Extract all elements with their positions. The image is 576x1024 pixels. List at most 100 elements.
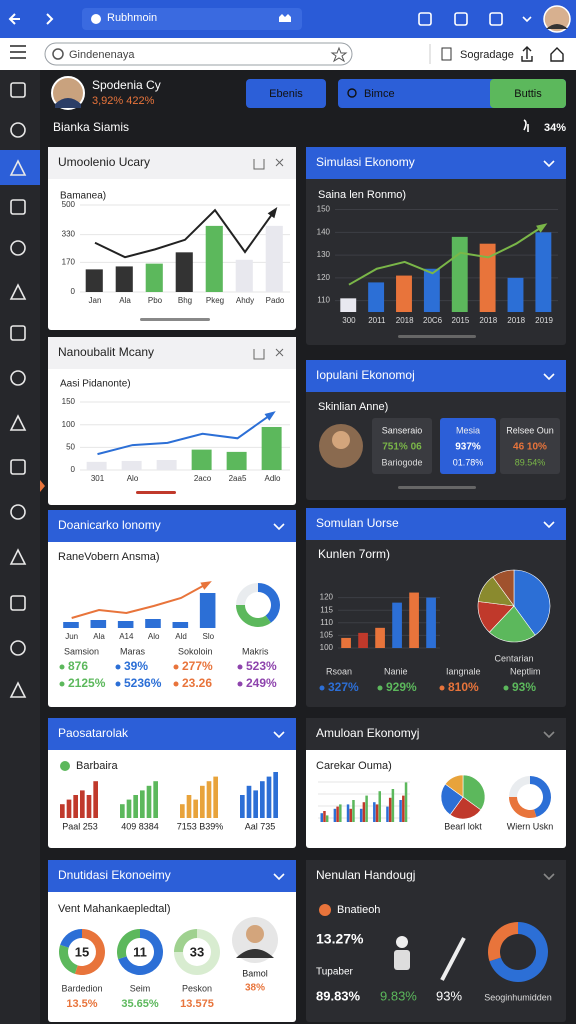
y-tick-label: 100	[62, 420, 76, 429]
stat-change: 23.26	[182, 676, 212, 690]
stat-value: 810%	[448, 680, 479, 694]
pie-slice	[440, 783, 464, 816]
metric-value: 13.27%	[316, 931, 364, 947]
sidebar-icon[interactable]	[10, 595, 26, 611]
card-collapse[interactable]	[543, 373, 555, 381]
profile-sync-icon[interactable]	[489, 12, 503, 26]
stat-value: 93%	[512, 680, 536, 694]
bar	[375, 804, 379, 822]
bookmark-star[interactable]	[330, 46, 348, 63]
x-tick-label: Ald	[175, 632, 187, 641]
sidebar-icon[interactable]	[10, 325, 26, 341]
y-tick-label: 50	[66, 442, 75, 451]
sidebar-icon[interactable]	[9, 548, 27, 565]
bookmark-label[interactable]: Sogradage	[460, 49, 514, 61]
bar	[320, 813, 323, 822]
card-collapse[interactable]	[543, 521, 555, 529]
sidebar-icon[interactable]	[9, 283, 27, 300]
card-close[interactable]	[275, 158, 284, 167]
back-button[interactable]	[8, 13, 20, 25]
stat-bullet	[59, 681, 65, 687]
bar	[246, 785, 252, 818]
y-tick-label: 100	[320, 643, 334, 652]
card-collapse[interactable]	[273, 731, 285, 739]
sidebar-icon[interactable]	[10, 240, 26, 256]
x-tick-label: Bhg	[178, 296, 192, 305]
card-collapse[interactable]	[273, 873, 285, 881]
pen	[440, 937, 466, 981]
card-collapse[interactable]	[543, 731, 555, 739]
stat-value: 277%	[182, 659, 213, 673]
y-tick-label: 150	[62, 397, 76, 406]
card-header	[306, 860, 566, 892]
share-icon[interactable]	[521, 46, 533, 62]
card-share[interactable]	[253, 159, 265, 170]
tab-icon	[91, 14, 101, 24]
address-tab[interactable]	[82, 8, 302, 30]
figure-head	[396, 936, 408, 948]
button-label[interactable]: Ebenis	[269, 88, 303, 100]
figure-body	[394, 950, 410, 970]
x-tick-label: 20C6	[423, 316, 443, 325]
account-avatar[interactable]	[543, 5, 571, 33]
sidebar-icon[interactable]	[9, 159, 27, 176]
card-collapse[interactable]	[543, 160, 555, 168]
stat-bullet	[173, 681, 179, 687]
card	[306, 718, 566, 848]
bar	[273, 772, 278, 818]
bar	[325, 815, 329, 822]
card	[48, 860, 296, 1022]
button-label[interactable]: Buttis	[514, 88, 542, 100]
stat-value: 876	[68, 659, 88, 673]
bar	[86, 461, 107, 470]
donut-segment	[236, 605, 271, 628]
bar	[206, 781, 212, 818]
sidebar-icon[interactable]	[10, 122, 26, 138]
bar	[253, 790, 258, 818]
bar	[375, 627, 385, 648]
person-name: Bamol	[242, 968, 268, 978]
y-tick-label: 130	[317, 250, 331, 259]
card-collapse[interactable]	[273, 523, 285, 531]
bar	[199, 593, 216, 628]
card-collapse[interactable]	[543, 873, 555, 881]
menu-chevron[interactable]	[522, 16, 532, 23]
sidebar-icon[interactable]	[10, 82, 26, 98]
sidebar-icon[interactable]	[10, 504, 26, 520]
sidebar-icon[interactable]	[10, 370, 26, 386]
sidebar-icon[interactable]	[9, 414, 27, 431]
stat-label: Neptlim	[510, 666, 541, 676]
x-tick-label: 2018	[396, 316, 414, 325]
card-share[interactable]	[253, 349, 265, 360]
stat-bullet	[439, 685, 445, 691]
calendar-icon[interactable]	[454, 12, 468, 26]
y-tick-label: 110	[320, 618, 333, 627]
bar	[365, 795, 368, 822]
card-close[interactable]	[275, 348, 284, 357]
donut-value: 13.575	[180, 998, 214, 1010]
sidebar-icon[interactable]	[10, 459, 26, 475]
forward-button[interactable]	[46, 13, 54, 25]
home-icon[interactable]	[550, 47, 564, 62]
donut-segment	[258, 583, 281, 623]
tab-action[interactable]	[279, 14, 291, 22]
pie-slice	[462, 774, 486, 811]
button[interactable]	[246, 79, 326, 108]
button[interactable]	[490, 79, 566, 108]
scroll-thumb	[136, 491, 176, 494]
bar	[378, 791, 381, 822]
pie-slice	[488, 605, 536, 643]
sidebar-icon[interactable]	[9, 681, 27, 698]
sidebar-toggle[interactable]	[40, 480, 45, 492]
button-label[interactable]: Bimce	[364, 88, 395, 100]
sidebar-icon[interactable]	[10, 199, 26, 215]
search-box[interactable]	[44, 42, 353, 66]
x-tick-label: 2018	[507, 316, 525, 325]
x-tick-label: 2019	[535, 316, 553, 325]
donut-segment	[60, 929, 82, 948]
stat-note: 89.54%	[515, 457, 546, 467]
chart-subtitle: Saina len Ronmo)	[318, 189, 406, 201]
card-title: Amuloan Ekonomyj	[316, 726, 419, 740]
sidebar-icon[interactable]	[10, 640, 26, 656]
extension-icon[interactable]	[418, 12, 432, 26]
